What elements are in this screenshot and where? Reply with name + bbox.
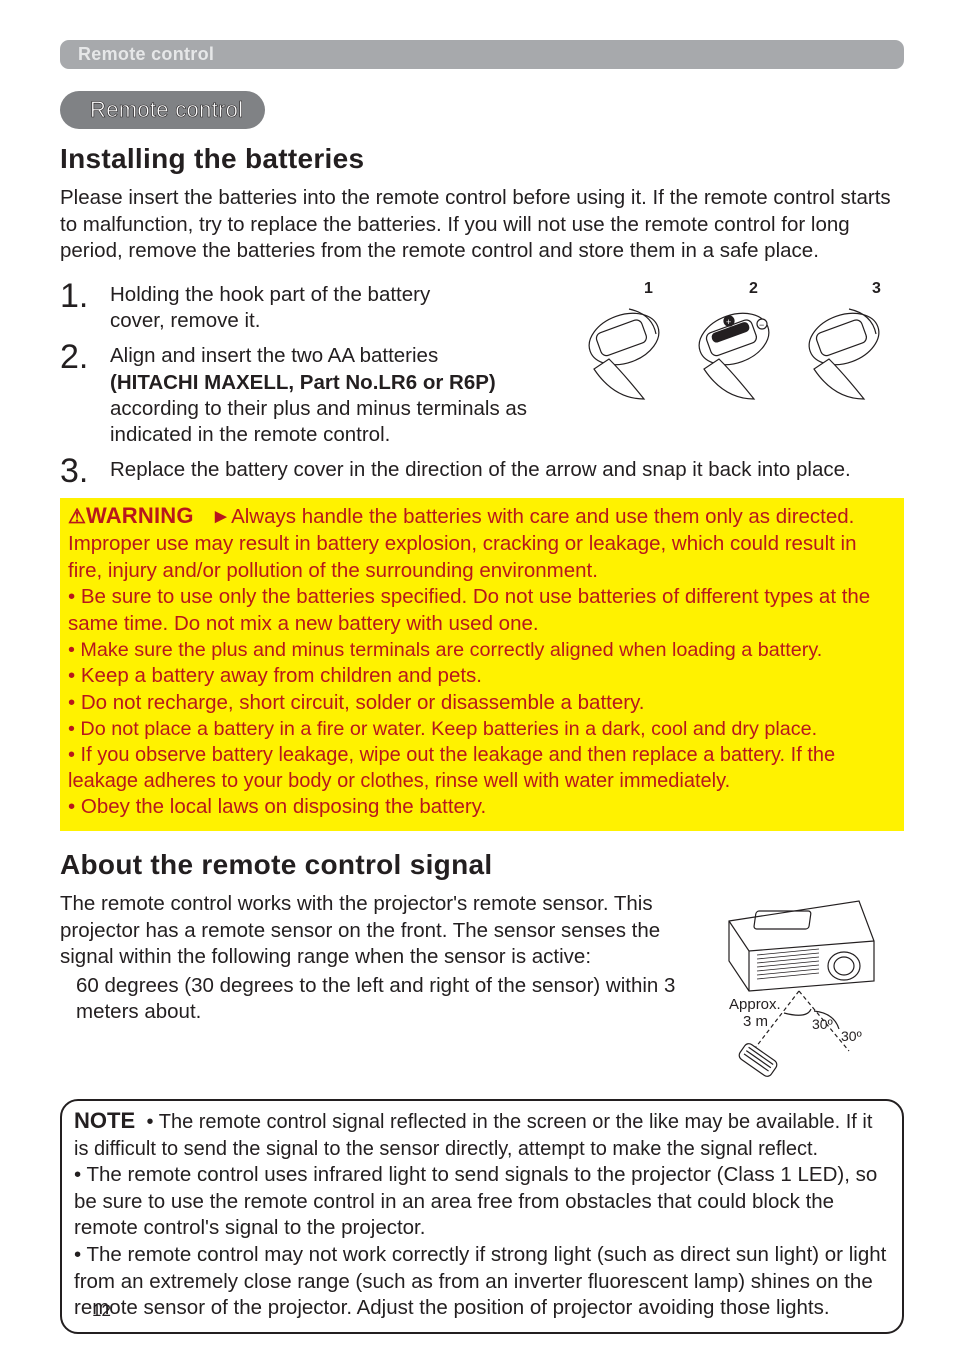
- warning-bullet-4: • Do not place a battery in a fire or wa…: [68, 717, 896, 743]
- about-text: The remote control works with the projec…: [60, 891, 689, 1091]
- step-2-num: 2.: [60, 340, 100, 374]
- step-3-num: 3.: [60, 454, 100, 488]
- warning-bullet-2: • Keep a battery away from children and …: [68, 663, 896, 690]
- steps-list: 1. Holding the hook part of the battery …: [60, 279, 564, 454]
- warning-lead: ⚠WARNING ►Always handle the batteries wi…: [68, 502, 896, 584]
- fig-label-1: 1: [644, 280, 653, 297]
- step-2-strong: (HITACHI MAXELL, Part No.LR6 or R6P): [110, 371, 496, 394]
- section1-title: Installing the batteries: [60, 143, 904, 175]
- section2-title: About the remote control signal: [60, 849, 904, 881]
- step-3-text: Replace the battery cover in the directi…: [110, 454, 851, 483]
- step-2-text-a: Align and insert the two AA batteries: [110, 344, 438, 367]
- warning-arrow-icon: ►: [211, 505, 231, 528]
- section-pill: Remote control: [60, 91, 265, 129]
- warning-bullet-1: • Make sure the plus and minus terminals…: [68, 638, 896, 664]
- warning-bullet-6: • Obey the local laws on disposing the b…: [68, 794, 896, 821]
- fig-dist-label: 3 m: [743, 1013, 768, 1030]
- battery-steps-figure: 1 2 + − 3: [574, 279, 904, 429]
- warning-bullet-3: • Do not recharge, short circuit, solder…: [68, 690, 896, 717]
- step-1-num: 1.: [60, 279, 100, 313]
- fig-angle2-label: 30º: [841, 1028, 862, 1044]
- breadcrumb-label: Remote control: [78, 44, 214, 64]
- fig-approx-label: Approx.: [729, 996, 781, 1013]
- fig-angle1-label: 30º: [812, 1016, 833, 1032]
- breadcrumb-bar: Remote control: [60, 40, 904, 69]
- warning-bullet-5: • If you observe battery leakage, wipe o…: [68, 742, 896, 794]
- note-box: NOTE • The remote control signal reflect…: [60, 1099, 904, 1334]
- step-2-text: Align and insert the two AA batteries (H…: [110, 340, 530, 448]
- svg-text:−: −: [759, 320, 764, 330]
- step-1-text: Holding the hook part of the battery cov…: [110, 279, 470, 334]
- projector-range-figure: Approx. 3 m 30º 30º: [699, 891, 904, 1091]
- note-bullet-0: • The remote control signal reflected in…: [74, 1111, 872, 1160]
- note-bullet-2: • The remote control may not work correc…: [74, 1242, 890, 1322]
- note-bullet-1: • The remote control uses infrared light…: [74, 1162, 890, 1242]
- warning-box: ⚠WARNING ►Always handle the batteries wi…: [60, 498, 904, 831]
- note-line-0: NOTE • The remote control signal reflect…: [74, 1107, 890, 1162]
- steps-wrap: 1. Holding the hook part of the battery …: [60, 279, 904, 454]
- about-p2: 60 degrees (30 degrees to the left and r…: [60, 973, 689, 1026]
- warning-triangle-icon: ⚠: [68, 506, 86, 528]
- svg-text:+: +: [726, 317, 731, 327]
- step-2-text-b: according to their plus and minus termin…: [110, 397, 527, 446]
- warning-bullet-0: • Be sure to use only the batteries spec…: [68, 584, 896, 637]
- about-p1: The remote control works with the projec…: [60, 891, 689, 971]
- about-wrap: The remote control works with the projec…: [60, 891, 904, 1091]
- fig-label-3: 3: [872, 280, 881, 297]
- step-1: 1. Holding the hook part of the battery …: [60, 279, 564, 334]
- step-3: 3. Replace the battery cover in the dire…: [60, 454, 904, 488]
- fig-label-2: 2: [749, 280, 758, 297]
- section-pill-label: Remote control: [90, 97, 243, 122]
- warning-title: WARNING: [86, 503, 194, 528]
- note-title: NOTE: [74, 1108, 135, 1133]
- section1-intro: Please insert the batteries into the rem…: [60, 185, 904, 265]
- step-2: 2. Align and insert the two AA batteries…: [60, 340, 564, 448]
- page-number: 12: [92, 1301, 111, 1321]
